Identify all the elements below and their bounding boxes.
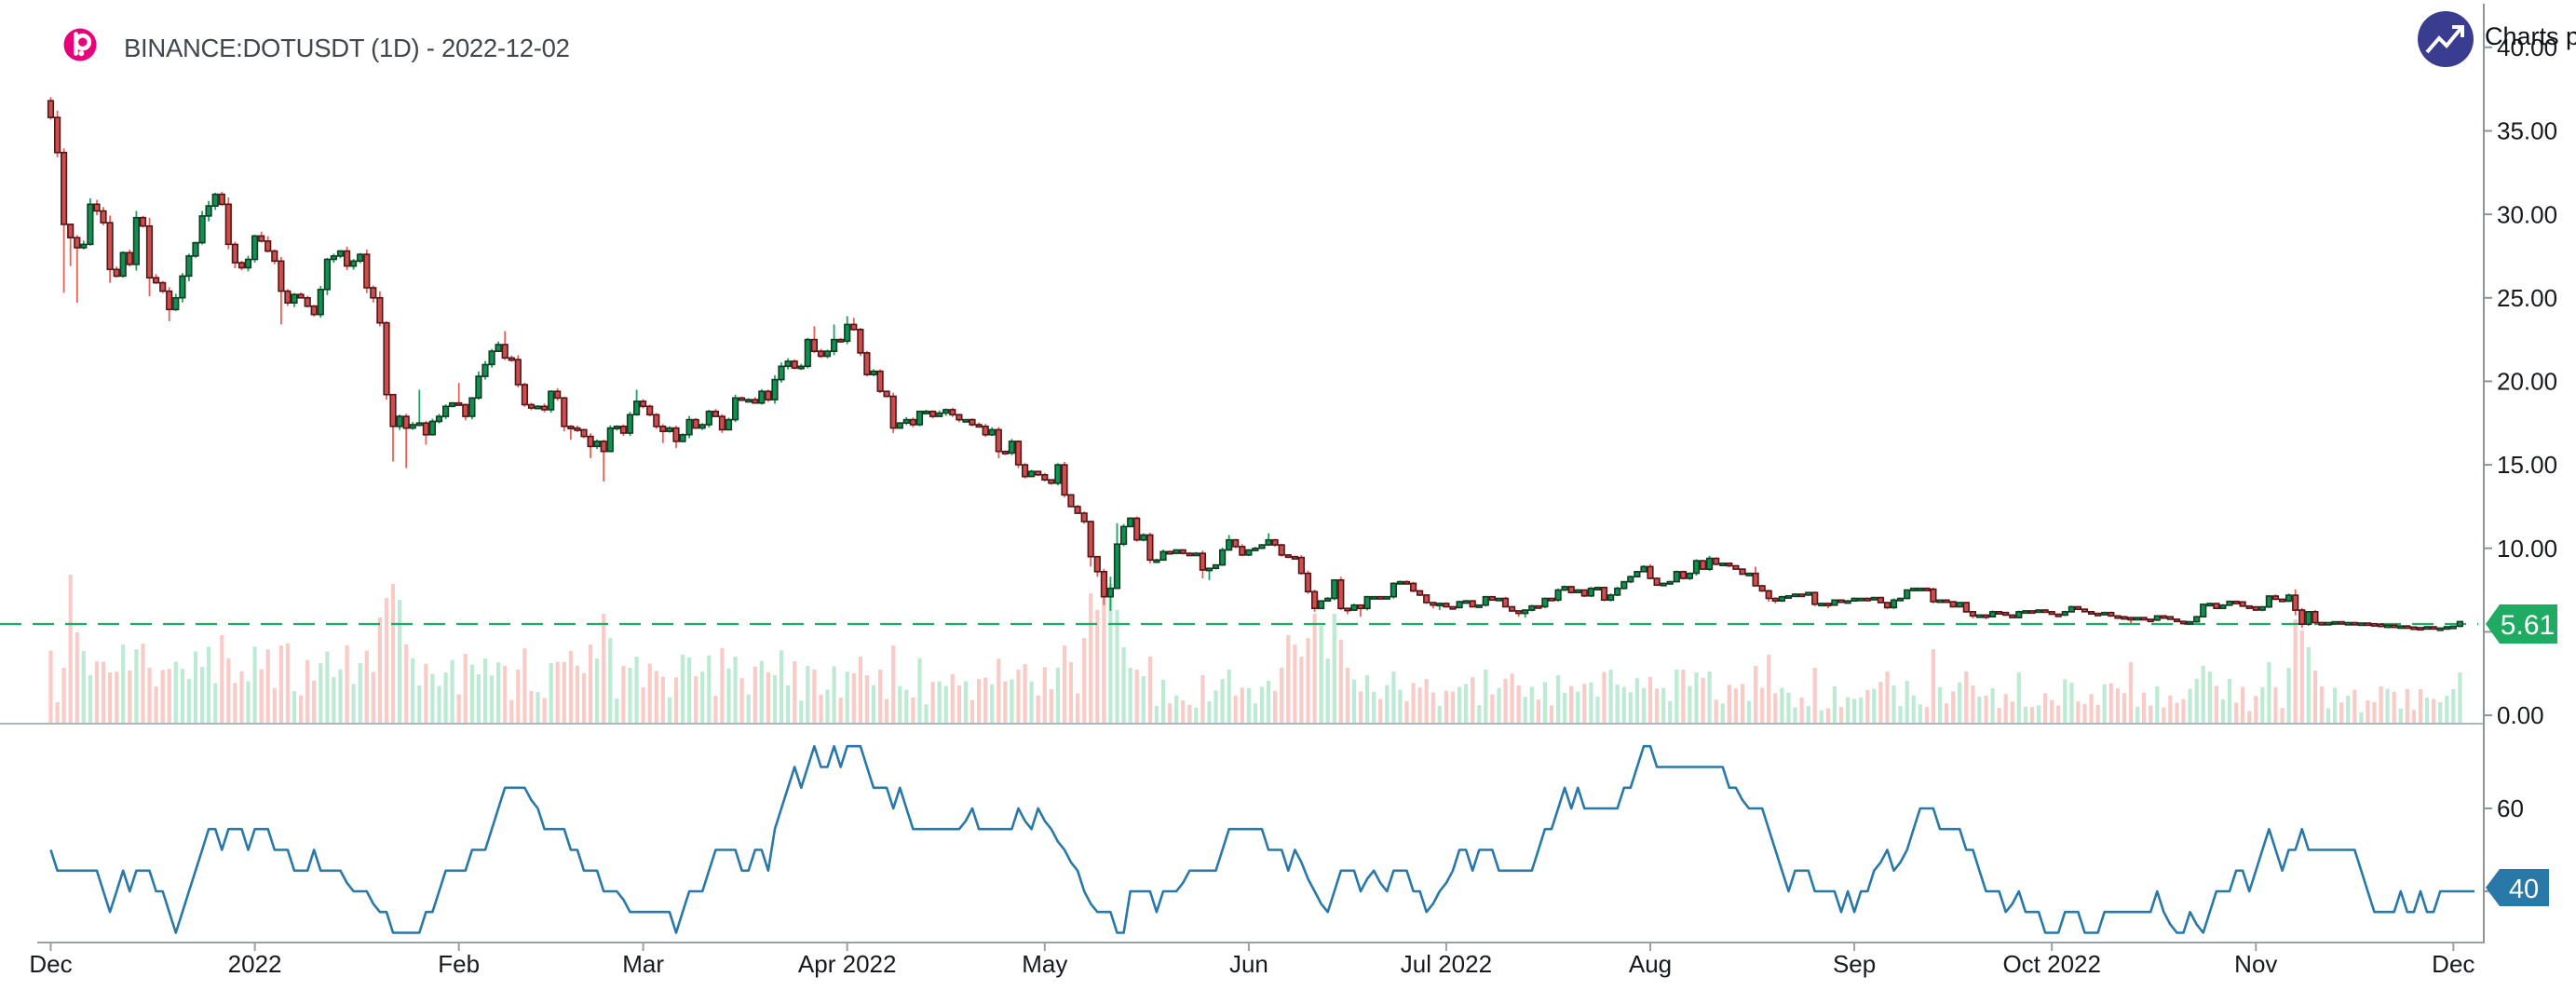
svg-text:Mar: Mar: [622, 950, 664, 978]
svg-text:Dec: Dec: [2432, 950, 2474, 978]
svg-text:May: May: [1022, 950, 1067, 978]
svg-text:20.00: 20.00: [2497, 368, 2557, 396]
svg-text:Dec: Dec: [29, 950, 72, 978]
svg-text:40: 40: [2509, 875, 2539, 904]
svg-text:60: 60: [2497, 794, 2524, 822]
svg-text:2022: 2022: [228, 950, 282, 978]
svg-text:BINANCE:DOTUSDT (1D) - 2022-12: BINANCE:DOTUSDT (1D) - 2022-12-02: [124, 34, 570, 62]
svg-text:Charts p: Charts p: [2485, 22, 2576, 50]
svg-text:15.00: 15.00: [2497, 451, 2557, 479]
svg-text:25.00: 25.00: [2497, 284, 2557, 312]
svg-text:Jul 2022: Jul 2022: [1401, 950, 1492, 978]
svg-text:Oct 2022: Oct 2022: [2002, 950, 2101, 978]
svg-text:Jun: Jun: [1229, 950, 1268, 978]
svg-text:40.00: 40.00: [2497, 34, 2557, 61]
svg-text:Sep: Sep: [1833, 950, 1876, 978]
svg-text:30.00: 30.00: [2497, 200, 2557, 228]
svg-text:Nov: Nov: [2234, 950, 2277, 978]
svg-text:10.00: 10.00: [2497, 535, 2557, 563]
svg-text:5.61: 5.61: [2501, 610, 2555, 641]
svg-text:Feb: Feb: [438, 950, 480, 978]
svg-text:35.00: 35.00: [2497, 117, 2557, 145]
svg-text:0.00: 0.00: [2497, 701, 2544, 729]
svg-text:Apr 2022: Apr 2022: [798, 950, 897, 978]
svg-text:Aug: Aug: [1629, 950, 1672, 978]
